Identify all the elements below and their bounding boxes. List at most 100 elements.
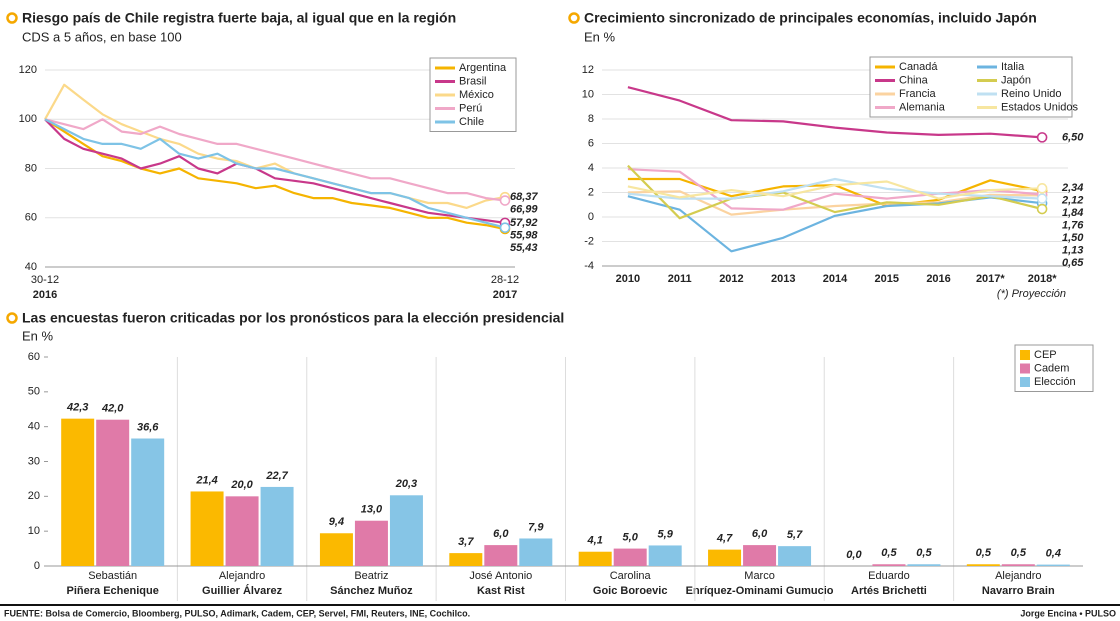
y-tick-label: 20 — [28, 490, 40, 502]
title-marker — [6, 12, 18, 24]
end-label: 1,13 — [1062, 245, 1083, 257]
x-tick-label: 2010 — [616, 273, 640, 285]
series-line — [44, 83, 506, 209]
y-tick-label: -4 — [584, 260, 594, 272]
y-tick-label: 0 — [588, 211, 594, 223]
x-tick-label: Alejandro — [219, 570, 265, 582]
chart-subtitle: En % — [22, 328, 54, 343]
end-label: 55,43 — [510, 242, 538, 254]
x-tick-label: 2017* — [976, 273, 1005, 285]
bar-label: 5,0 — [623, 531, 639, 543]
y-tick-label: 8 — [588, 113, 594, 125]
bar — [260, 486, 294, 566]
bar-label: 5,7 — [787, 529, 803, 541]
bar — [613, 548, 647, 566]
bar-label: 6,0 — [493, 528, 509, 540]
legend-label: China — [899, 74, 929, 86]
legend-label: Canadá — [899, 61, 938, 73]
series-line — [44, 118, 506, 202]
x-tick-label: 2014 — [823, 273, 848, 285]
end-label: 2,34 — [1061, 182, 1083, 194]
legend-box — [869, 56, 1073, 118]
series-line — [44, 118, 506, 231]
legend-swatch — [1020, 363, 1030, 374]
legend-box — [429, 57, 517, 132]
bar — [449, 553, 483, 566]
legend-label: Japón — [1001, 74, 1031, 86]
legend-label: Francia — [899, 88, 937, 100]
end-label: 57,92 — [510, 217, 538, 229]
x-tick-sublabel: Sánchez Muñoz — [330, 585, 413, 597]
bar-label: 4,7 — [716, 533, 733, 545]
x-tick-label: 2016 — [926, 273, 950, 285]
bar-label: 0,4 — [1046, 548, 1061, 560]
y-tick-label: 40 — [28, 421, 40, 433]
x-tick-sublabel: Guillier Álvarez — [202, 584, 283, 597]
bar — [225, 496, 259, 566]
end-label: 66,99 — [510, 204, 538, 216]
x-tick-label: 2012 — [719, 273, 743, 285]
x-tick-sublabel: Navarro Brain — [982, 585, 1055, 597]
end-label: 2,12 — [1061, 195, 1083, 207]
bar — [389, 495, 423, 566]
bar-label: 0,5 — [1011, 547, 1027, 559]
x-tick-sublabel: Enríquez-Ominami Gumucio — [686, 585, 834, 597]
bar-label: 22,7 — [265, 470, 288, 482]
note: (*) Proyección — [997, 288, 1066, 300]
end-label: 6,50 — [1062, 131, 1084, 143]
y-tick-label: 12 — [582, 64, 594, 76]
bar — [61, 418, 95, 566]
series-line — [627, 86, 1043, 139]
bar — [131, 438, 165, 566]
bar — [743, 545, 777, 566]
legend-label: Brasil — [459, 75, 487, 87]
x-tick-label: 2011 — [668, 273, 692, 285]
end-label: 1,50 — [1062, 232, 1084, 244]
y-tick-label: -2 — [584, 235, 594, 247]
y-tick-label: 50 — [28, 386, 40, 398]
source: FUENTE: Bolsa de Comercio, Bloomberg, PU… — [4, 608, 470, 618]
end-label: 1,76 — [1062, 220, 1084, 232]
bar-label: 36,6 — [137, 421, 159, 433]
bar-label: 7,9 — [528, 521, 544, 533]
end-marker — [1036, 132, 1048, 143]
x-tick-sublabel: 2016 — [33, 289, 57, 301]
bar-label: 9,4 — [329, 516, 344, 528]
end-marker — [1036, 203, 1048, 215]
x-tick-label: Eduardo — [868, 570, 910, 582]
end-label: 0,65 — [1062, 257, 1084, 269]
y-tick-label: 0 — [34, 560, 40, 572]
series-line — [627, 195, 1043, 253]
bar — [907, 564, 941, 566]
bar-label: 0,5 — [916, 547, 932, 559]
bar-label: 42,0 — [101, 403, 124, 415]
x-tick-sublabel: Kast Rist — [477, 585, 525, 597]
x-tick-label: 2013 — [771, 273, 795, 285]
bar — [872, 564, 906, 566]
x-tick-label: Sebastián — [88, 570, 137, 582]
series-line — [627, 177, 1043, 200]
x-tick-label: José Antonio — [469, 570, 532, 582]
bar-label: 5,9 — [658, 528, 674, 540]
bar-label: 4,1 — [587, 535, 603, 547]
chart-title: Crecimiento sincronizado de principales … — [584, 10, 1037, 26]
legend-label: Perú — [459, 102, 482, 114]
legend-label: Alemania — [899, 101, 946, 113]
x-tick-sublabel: 2017 — [493, 289, 517, 301]
x-tick-label: Carolina — [610, 570, 652, 582]
bar — [966, 564, 1000, 566]
bar-label: 13,0 — [361, 504, 383, 516]
end-label: 55,98 — [510, 229, 538, 241]
y-tick-label: 60 — [25, 212, 37, 224]
y-tick-label: 100 — [19, 113, 37, 125]
bar-label: 0,5 — [976, 547, 992, 559]
bar — [1036, 564, 1070, 566]
series-line — [627, 180, 1043, 200]
x-tick-label: 2018* — [1028, 273, 1057, 285]
legend-swatch — [1020, 350, 1030, 360]
y-tick-label: 30 — [28, 455, 40, 467]
x-tick-label: Marco — [744, 570, 775, 582]
bar — [708, 549, 742, 566]
end-label: 68,37 — [510, 191, 538, 203]
